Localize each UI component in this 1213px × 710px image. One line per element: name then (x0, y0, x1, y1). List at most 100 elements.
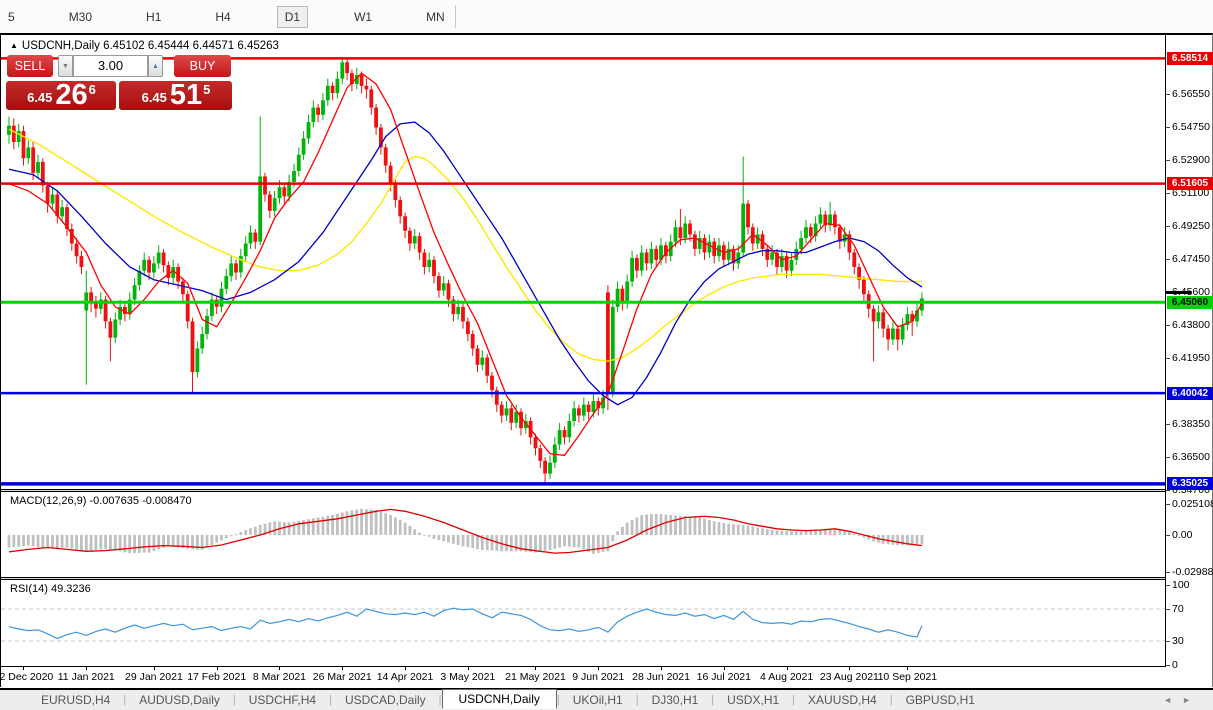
panel-separator[interactable] (1, 489, 1165, 492)
macd-axis-label: 0.025108 (1172, 497, 1213, 510)
sell-button[interactable]: SELL (7, 55, 53, 77)
tab-usdcnh-daily[interactable]: USDCNH,Daily (441, 689, 557, 709)
symbol-tab-bar: EURUSD,H4 | AUDUSD,Daily | USDCHF,H4 | USDCAD,… (0, 688, 1213, 710)
ma-fast-red-line (8, 72, 923, 457)
tab-separator: | (438, 694, 442, 706)
date-tick-mark (786, 666, 788, 670)
tab-ukoil-h1[interactable]: UKOil,H1 (572, 693, 623, 707)
tab-scroll-right-icon[interactable]: ► (1182, 695, 1201, 705)
price-level-badge: 6.40042 (1167, 386, 1213, 400)
timeframe-button-mn[interactable]: MN (426, 9, 445, 24)
date-tick-mark (342, 666, 344, 670)
axis-tick-mark (1166, 192, 1170, 194)
date-tick-mark (405, 666, 407, 670)
timeframe-button-h4[interactable]: H4 (215, 9, 231, 24)
date-tick-mark (86, 666, 88, 670)
tab-separator: | (792, 694, 796, 706)
rsi-indicator-chart[interactable] (1, 580, 1165, 666)
panel-separator[interactable] (1, 577, 1165, 580)
date-axis-label: 11 Jan 2021 (57, 671, 115, 683)
timeframe-button-d1[interactable]: D1 (276, 5, 309, 28)
tab-usdx-h1[interactable]: USDX,H1 (727, 693, 780, 707)
time-axis-line (1, 666, 1166, 667)
tab-separator: | (123, 694, 127, 706)
date-tick-mark (849, 666, 851, 670)
volume-increase-button[interactable]: ▲ (148, 55, 163, 77)
axis-tick-mark (1166, 324, 1170, 326)
date-tick-mark (216, 666, 218, 670)
collapse-panel-icon[interactable]: ▲ (10, 41, 18, 50)
price-level-badge: 6.45060 (1167, 295, 1213, 309)
macd-histogram (7, 508, 924, 554)
timeframe-button-h1[interactable]: H1 (146, 9, 162, 24)
toolbar-separator (455, 5, 456, 28)
date-axis-label: 21 May 2021 (505, 671, 566, 683)
date-axis-label: 28 Jun 2021 (632, 671, 690, 683)
tab-separator: | (711, 694, 715, 706)
price-axis-line (1165, 35, 1166, 667)
price-axis-label: 6.43800 (1172, 318, 1210, 331)
main-candlestick-chart[interactable] (1, 38, 1165, 489)
tab-gbpusd-h1[interactable]: GBPUSD,H1 (905, 693, 975, 707)
axis-tick-mark (1166, 585, 1170, 586)
axis-tick-mark (1166, 609, 1170, 610)
timeframe-button-w1[interactable]: W1 (354, 9, 373, 24)
date-tick-mark (907, 666, 909, 670)
axis-tick-mark (1166, 535, 1170, 536)
axis-tick-mark (1166, 94, 1170, 95)
axis-tick-mark (1166, 572, 1170, 574)
date-tick-mark (23, 666, 25, 670)
price-level-badge: 6.58514 (1167, 51, 1213, 65)
date-axis-label: 29 Jan 2021 (124, 671, 183, 683)
date-tick-mark (723, 666, 725, 670)
price-level-badge: 6.35025 (1167, 477, 1213, 491)
price-axis-label: 6.49250 (1172, 220, 1210, 233)
date-tick-mark (535, 666, 537, 670)
tab-separator: | (556, 694, 560, 706)
rsi-line (8, 607, 923, 640)
date-axis-label: 17 Feb 2021 (187, 671, 247, 683)
ma-slow-yellow-line (8, 128, 922, 362)
date-axis-label: 22 Dec 2020 (0, 671, 54, 683)
date-tick-mark (467, 666, 469, 670)
price-axis-label: 6.56550 (1172, 88, 1210, 100)
macd-indicator-chart[interactable] (1, 492, 1165, 577)
timeframe-button-5[interactable]: 5 (8, 9, 15, 24)
sell-price-display[interactable]: 6.45 26 6 (6, 81, 116, 110)
timeframe-button-m30[interactable]: M30 (68, 9, 93, 24)
axis-tick-mark (1166, 665, 1170, 666)
price-axis-label: 6.36500 (1172, 451, 1210, 464)
sell-price-big-digits: 26 (55, 79, 88, 111)
tab-xauusd-h4[interactable]: XAUUSD,H4 (808, 693, 877, 707)
buy-price-big-digits: 51 (169, 79, 203, 111)
tab-usdcad-daily[interactable]: USDCAD,Daily (344, 693, 426, 707)
price-axis-label: 6.52900 (1172, 154, 1210, 167)
macd-label: MACD(12,26,9) -0.007635 -0.008470 (10, 495, 192, 507)
price-axis-label: 6.38350 (1172, 417, 1210, 430)
volume-input[interactable]: 3.00 (73, 55, 148, 77)
buy-price-display[interactable]: 6.45 51 5 (119, 81, 232, 110)
price-axis-label: 6.47450 (1172, 252, 1210, 265)
buy-button[interactable]: BUY (174, 55, 231, 77)
tab-dj30-h1[interactable]: DJ30,H1 (651, 693, 699, 707)
chart-window: ▲ USDCNH,Daily 6.45102 6.45444 6.44571 6.… (0, 33, 1213, 687)
date-axis-label: 26 Mar 2021 (312, 671, 372, 683)
date-axis-label: 16 Jul 2021 (696, 671, 751, 683)
macd-axis-label: 0.00 (1172, 529, 1193, 541)
axis-tick-mark (1166, 160, 1170, 162)
axis-tick-mark (1166, 457, 1170, 459)
tab-separator: | (635, 694, 639, 706)
axis-tick-mark (1166, 641, 1170, 642)
tab-audusd-daily[interactable]: AUDUSD,Daily (139, 693, 220, 707)
tab-eurusd-h4[interactable]: EURUSD,H4 (41, 693, 111, 707)
one-click-trade-panel: SELL ▼ 3.00 ▲ BUY 6.45 26 6 6.45 51 5 (6, 54, 232, 140)
tab-scroll-arrows[interactable]: ◄► (1163, 695, 1201, 705)
tab-usdchf-h4[interactable]: USDCHF,H4 (248, 693, 317, 707)
timeframe-toolbar: 5 M30 H1 H4 D1 W1 MN (0, 0, 1213, 33)
date-axis-label: 14 Apr 2021 (376, 671, 434, 683)
volume-decrease-button[interactable]: ▼ (58, 55, 73, 77)
chart-symbol-label: USDCNH,Daily (21, 40, 100, 52)
axis-tick-mark (1166, 503, 1170, 505)
date-axis-label: 3 May 2021 (440, 671, 496, 683)
tab-scroll-left-icon[interactable]: ◄ (1163, 695, 1183, 705)
